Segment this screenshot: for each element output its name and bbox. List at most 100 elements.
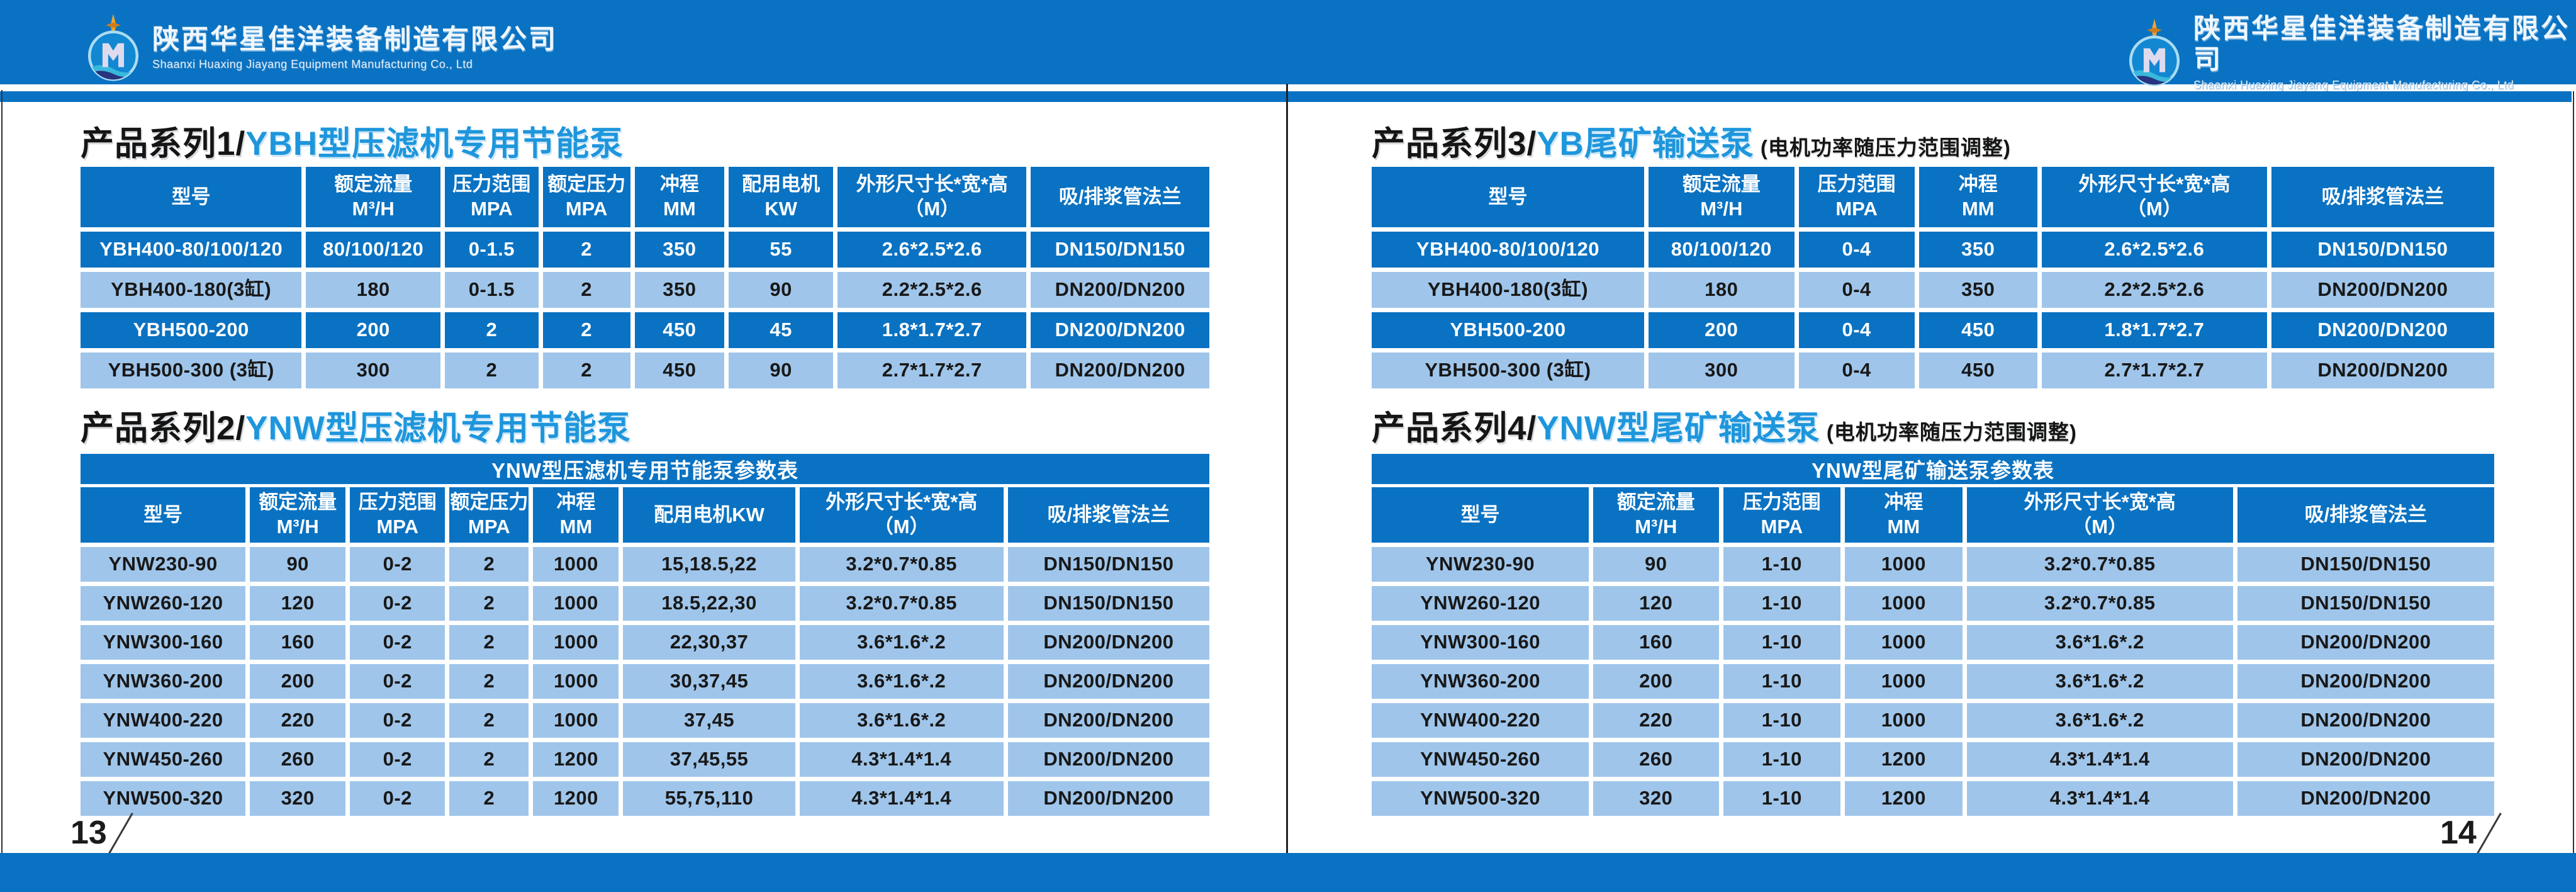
series4-title: 产品系列4/YNW型尾矿输送泵 (电机功率随压力范围调整)	[1372, 402, 2077, 449]
data-cell: 1000	[1845, 586, 1963, 621]
column-header-cell: 额定流量 M³/H	[306, 167, 441, 227]
data-cell: YBH500-200	[81, 312, 302, 348]
data-cell: YNW450-260	[81, 742, 246, 777]
data-cell: 45	[729, 312, 833, 348]
company-logo-icon	[2129, 18, 2180, 86]
page-number-left: 13	[70, 815, 107, 851]
data-cell: YNW230-90	[1372, 547, 1589, 582]
center-page-divider	[1286, 84, 1288, 853]
data-cell: 450	[634, 353, 725, 388]
column-header-cell: 冲程 MM	[1918, 167, 2037, 227]
data-cell: 200	[1648, 312, 1795, 348]
data-cell: YBH400-180(3缸)	[1372, 272, 1644, 308]
data-cell: 90	[1593, 547, 1719, 582]
data-cell: 2	[449, 586, 529, 621]
data-cell: 15,18.5,22	[623, 547, 795, 582]
data-cell: 3.6*1.6*.2	[1966, 664, 2233, 699]
data-cell: 1000	[1845, 625, 1963, 660]
data-cell: 300	[306, 353, 441, 388]
data-cell: 260	[1593, 742, 1719, 777]
column-header-cell: 额定流量 M³/H	[1648, 167, 1795, 227]
series4-note: (电机功率随压力范围调整)	[1826, 421, 2077, 444]
data-cell: DN200/DN200	[1007, 625, 1209, 660]
data-cell: YNW400-220	[81, 703, 246, 738]
data-cell: 1000	[1845, 703, 1963, 738]
data-cell: 450	[1918, 353, 2037, 388]
data-cell: 37,45	[623, 703, 795, 738]
data-cell: 0-4	[1798, 312, 1915, 348]
series4-name: YNW型尾矿输送泵	[1537, 410, 1820, 447]
data-cell: DN200/DN200	[1007, 742, 1209, 777]
column-header-cell: 吸/排浆管法兰	[2271, 167, 2494, 227]
data-cell: 2	[449, 742, 529, 777]
data-cell: YNW300-160	[81, 625, 246, 660]
data-cell: 3.2*0.7*0.85	[799, 586, 1004, 621]
data-cell: 3.6*1.6*.2	[799, 664, 1004, 699]
data-cell: 220	[1593, 703, 1719, 738]
data-cell: 0-4	[1798, 272, 1915, 308]
ybh-filter-press-pump-table: 型号 额定流量 M³/H 压力范围 MPA 额定压力 MPA 冲程 MM 配用电机 KW 外…	[81, 167, 1209, 388]
data-cell: 1000	[1845, 664, 1963, 699]
data-cell: 2.6*2.5*2.6	[837, 232, 1027, 268]
series2-prefix: 产品系列2/	[81, 410, 246, 447]
data-cell: 0-2	[350, 703, 445, 738]
data-cell: 0-2	[350, 742, 445, 777]
data-cell: DN150/DN150	[2237, 586, 2494, 621]
data-cell: 180	[1648, 272, 1795, 308]
data-cell: 1-10	[1723, 586, 1841, 621]
company-name-cn: 陕西华星佳洋装备制造有限公司	[2193, 14, 2570, 76]
data-cell: 200	[1593, 664, 1719, 699]
data-cell: 0-2	[350, 664, 445, 699]
data-cell: YBH500-300 (3缸)	[81, 353, 302, 388]
data-cell: 80/100/120	[306, 232, 441, 268]
column-header-cell: 型号	[1372, 167, 1644, 227]
data-cell: 3.2*0.7*0.85	[799, 547, 1004, 582]
data-cell: 2	[542, 232, 630, 268]
data-cell: 3.6*1.6*.2	[1966, 625, 2233, 660]
data-cell: DN150/DN150	[1031, 232, 1209, 268]
data-cell: 1-10	[1723, 781, 1841, 816]
data-cell: 320	[1593, 781, 1719, 816]
data-cell: 0-1.5	[445, 272, 539, 308]
data-cell: 2	[449, 703, 529, 738]
data-cell: DN200/DN200	[1031, 312, 1209, 348]
data-cell: YNW360-200	[1372, 664, 1589, 699]
data-cell: 1000	[533, 664, 619, 699]
data-cell: DN200/DN200	[1007, 703, 1209, 738]
footer-band	[0, 853, 2576, 892]
data-cell: YNW500-320	[1372, 781, 1589, 816]
column-header-cell: 吸/排浆管法兰	[1031, 167, 1209, 227]
data-cell: 260	[250, 742, 346, 777]
data-cell: 120	[250, 586, 346, 621]
data-cell: DN200/DN200	[1031, 272, 1209, 308]
series3-name: YB尾矿输送泵	[1537, 125, 1754, 162]
data-cell: 200	[250, 664, 346, 699]
data-cell: 1.8*1.7*2.7	[2041, 312, 2267, 348]
column-header-cell: 压力范围 MPA	[445, 167, 539, 227]
brand-left: 陕西华星佳洋装备制造有限公司 Shaanxi Huaxing Jiayang E…	[87, 14, 557, 82]
brand-names: 陕西华星佳洋装备制造有限公司 Shaanxi Huaxing Jiayang E…	[2193, 14, 2576, 92]
data-cell: 1000	[1845, 547, 1963, 582]
brand-right: 陕西华星佳洋装备制造有限公司 Shaanxi Huaxing Jiayang E…	[2128, 14, 2576, 92]
right-page-border	[2573, 91, 2574, 853]
data-cell: 0-2	[350, 586, 445, 621]
ynw-tailings-table-caption: YNW型尾矿输送泵参数表	[1372, 454, 2494, 484]
data-cell: 160	[1593, 625, 1719, 660]
column-header-cell: 外形尺寸长*宽*高 （M）	[799, 487, 1004, 543]
column-header-cell: 配用电机KW	[623, 487, 795, 543]
yb-tailings-pump-table: 型号 额定流量 M³/H 压力范围 MPA 冲程 MM 外形尺寸长*宽*高 （M） 吸/排…	[1372, 167, 2494, 388]
data-cell: 2	[449, 625, 529, 660]
data-cell: 300	[1648, 353, 1795, 388]
data-cell: 1000	[533, 625, 619, 660]
data-cell: 2	[445, 312, 539, 348]
data-cell: 2.7*1.7*2.7	[837, 353, 1027, 388]
brand-names: 陕西华星佳洋装备制造有限公司 Shaanxi Huaxing Jiayang E…	[152, 25, 557, 71]
data-cell: 0-1.5	[445, 232, 539, 268]
data-cell: 320	[250, 781, 346, 816]
data-cell: 2.2*2.5*2.6	[837, 272, 1027, 308]
data-cell: 180	[306, 272, 441, 308]
data-cell: 0-2	[350, 781, 445, 816]
column-header-cell: 吸/排浆管法兰	[2237, 487, 2494, 543]
column-header-cell: 冲程 MM	[1845, 487, 1963, 543]
